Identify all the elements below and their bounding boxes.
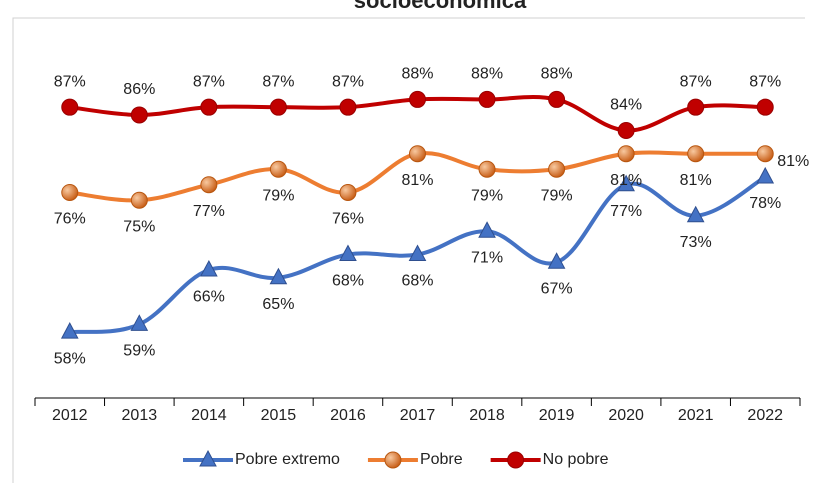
data-label: 81%: [401, 172, 433, 189]
point: [60, 322, 79, 339]
data-label: 88%: [541, 66, 573, 83]
point: [478, 221, 496, 238]
point: [130, 106, 148, 124]
x-tick-label: 2013: [122, 407, 158, 424]
point: [409, 90, 426, 108]
point: [756, 98, 774, 116]
legend-label: Pobre extremo: [235, 451, 340, 468]
data-label: 87%: [332, 73, 364, 90]
x-tick-label: 2018: [469, 407, 505, 424]
point: [269, 267, 288, 285]
point: [478, 160, 496, 178]
x-tick-label: 2020: [608, 407, 644, 424]
data-label: 76%: [54, 211, 86, 228]
point: [339, 98, 357, 116]
data-label: 58%: [54, 350, 86, 367]
point: [61, 98, 79, 116]
data-label: 59%: [123, 343, 155, 360]
point: [384, 451, 402, 469]
data-label: 66%: [193, 288, 225, 305]
point: [200, 259, 218, 277]
x-tick-label: 2019: [539, 407, 575, 424]
x-tick-label: 2021: [678, 407, 714, 424]
x-tick-label: 2017: [400, 407, 436, 424]
point: [130, 191, 148, 209]
point: [200, 98, 218, 116]
point: [507, 451, 525, 469]
x-tick-label: 2012: [52, 407, 88, 424]
point: [199, 449, 217, 467]
point: [617, 121, 635, 139]
point: [478, 90, 496, 108]
point: [408, 244, 427, 262]
data-label: 87%: [749, 73, 781, 90]
x-tick-label: 2014: [191, 407, 227, 424]
x-tick-label: 2016: [330, 407, 366, 424]
data-label: 87%: [262, 73, 294, 90]
point: [686, 205, 705, 223]
data-label: 65%: [262, 296, 294, 313]
data-label: 79%: [541, 187, 573, 204]
data-label: 88%: [471, 66, 503, 83]
data-label: 77%: [193, 203, 225, 220]
data-label: 87%: [680, 73, 712, 90]
point: [409, 145, 426, 163]
series-line: [69, 175, 767, 335]
point: [756, 145, 774, 163]
point: [130, 314, 149, 331]
data-label: 68%: [401, 273, 433, 290]
data-label: 77%: [610, 203, 642, 220]
point: [547, 252, 566, 269]
data-label: 87%: [193, 73, 225, 90]
point: [269, 160, 287, 178]
data-label: 79%: [262, 187, 294, 204]
data-label: 73%: [680, 234, 712, 251]
data-label: 81%: [610, 172, 642, 189]
point: [269, 98, 287, 116]
data-label: 81%: [777, 153, 809, 170]
data-label: 88%: [401, 66, 433, 83]
point: [548, 160, 566, 178]
x-tick-label: 2015: [261, 407, 297, 424]
point: [617, 174, 635, 192]
point: [548, 90, 566, 108]
point: [339, 183, 357, 201]
data-label: 81%: [680, 172, 712, 189]
data-label: 84%: [610, 97, 642, 114]
legend-label: Pobre: [420, 451, 463, 468]
point: [200, 176, 218, 194]
data-label: 86%: [123, 81, 155, 98]
point: [687, 98, 705, 116]
data-label: 76%: [332, 211, 364, 228]
point: [756, 166, 775, 184]
data-label: 71%: [471, 249, 503, 266]
point: [687, 145, 705, 163]
x-tick-label: 2022: [747, 407, 783, 424]
point: [617, 145, 635, 163]
data-label: 87%: [54, 73, 86, 90]
point: [339, 244, 357, 262]
data-label: 79%: [471, 187, 503, 204]
chart-title: socioeconómica: [354, 0, 527, 13]
legend-label: No pobre: [543, 451, 609, 468]
frame: [12, 17, 805, 483]
data-label: 75%: [123, 218, 155, 235]
data-label: 78%: [749, 195, 781, 212]
data-label: 68%: [332, 273, 364, 290]
point: [61, 183, 79, 201]
data-label: 67%: [541, 281, 573, 298]
